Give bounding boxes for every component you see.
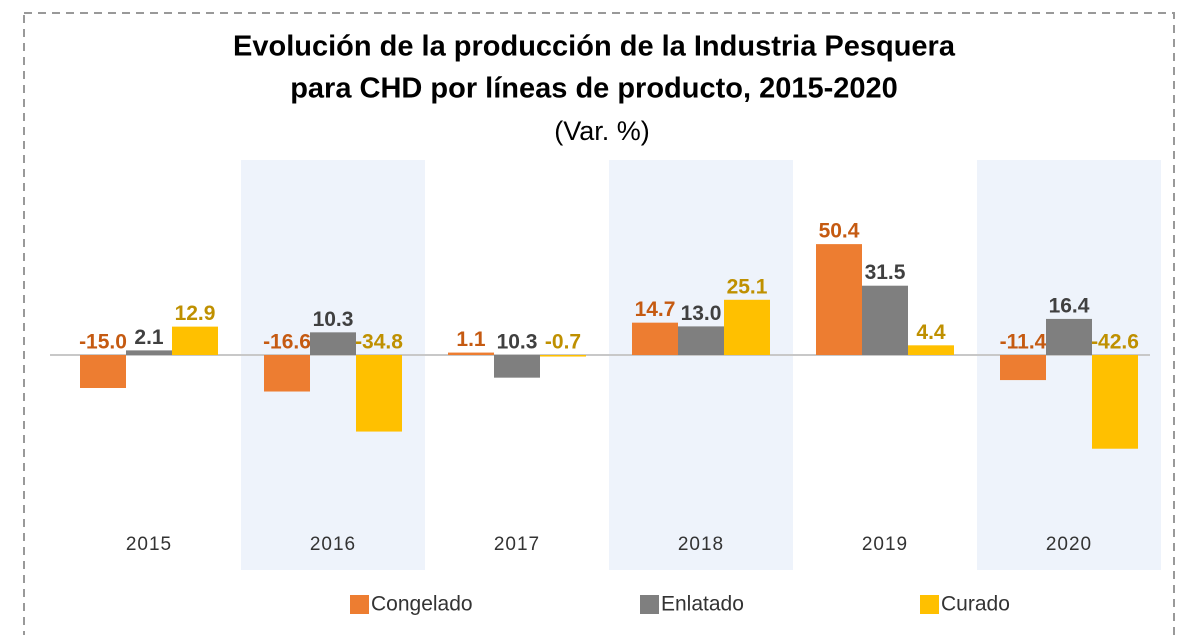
x-tick-label: 2020 [1046,534,1092,555]
value-label: -34.8 [355,331,403,354]
legend-label: Enlatado [661,593,744,616]
bar [1046,318,1092,355]
x-tick-label: 2019 [862,534,908,555]
chart-subtitle: (Var. %) [554,116,650,146]
value-label: 13.0 [681,302,722,325]
value-label: 16.4 [1049,294,1090,317]
value-label: -42.6 [1091,331,1139,354]
bar [80,355,126,388]
value-label: 10.3 [313,308,354,331]
value-label: 2.1 [134,326,164,349]
value-label: 12.9 [175,302,216,325]
frame [23,12,1175,635]
x-tick-label: 2018 [678,534,724,555]
value-label: 4.4 [916,321,946,344]
bar [724,299,770,355]
x-tick-label: 2016 [310,534,356,555]
legend-swatch [350,595,369,614]
bar [862,285,908,355]
value-label: -11.4 [1000,331,1047,354]
bar [908,345,954,355]
bar [310,332,356,355]
x-tick-label: 2015 [126,534,172,555]
bar [678,326,724,355]
value-label: -15.0 [79,331,127,354]
value-label: 31.5 [865,261,906,284]
value-label: 25.1 [727,275,768,298]
chart-title: para CHD por líneas de producto, 2015-20… [290,73,898,105]
value-label: 50.4 [819,220,860,243]
value-label: -16.6 [263,331,311,354]
bar [632,322,678,355]
value-label: 1.1 [456,328,486,351]
band-shade [609,160,793,570]
value-label: 14.7 [635,298,676,321]
legend-label: Congelado [371,593,473,616]
bar [494,355,540,378]
legend-swatch [920,595,939,614]
chart-title: Evolución de la producción de la Industr… [233,31,956,63]
bar [126,350,172,355]
bar [172,326,218,355]
value-label: -0.7 [545,331,581,354]
bar [448,352,494,355]
value-label: 10.3 [497,331,538,354]
legend-swatch [640,595,659,614]
legend-label: Curado [941,593,1010,616]
x-tick-label: 2017 [494,534,540,555]
bar [1000,355,1046,381]
bar [540,355,586,357]
bar [264,355,310,392]
bar [816,244,862,355]
bar [356,355,402,432]
bar [1092,355,1138,449]
